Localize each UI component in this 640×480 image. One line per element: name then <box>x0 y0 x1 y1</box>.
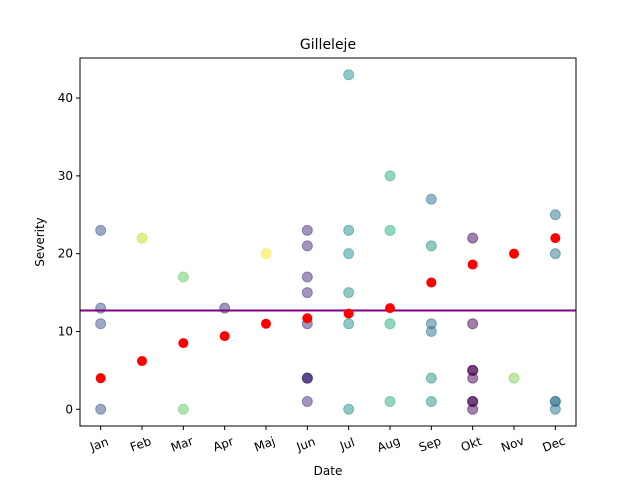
mean-point <box>509 248 519 259</box>
mean-point <box>219 331 230 342</box>
mean-point <box>261 318 271 329</box>
data-point <box>425 240 437 252</box>
x-tick-label: Apr <box>211 434 235 454</box>
y-tick-label: 40 <box>58 91 73 105</box>
data-point <box>219 302 231 314</box>
data-point <box>425 193 437 205</box>
x-tick-label: Sep <box>417 434 443 455</box>
data-point <box>343 69 355 81</box>
data-point <box>549 209 561 221</box>
data-point <box>95 403 107 415</box>
mean-point <box>550 233 561 244</box>
data-point <box>177 403 189 415</box>
x-axis-ticks: Jan Feb Mar Apr Maj Jun Jul Aug Sep Okt Nov Dec <box>87 426 567 455</box>
mean-point <box>137 356 147 367</box>
data-point <box>95 318 107 330</box>
means-layer <box>95 233 561 384</box>
mean-point <box>178 338 189 349</box>
data-point <box>425 395 437 407</box>
y-axis-ticks: 0 10 20 30 40 <box>58 91 80 416</box>
mean-point <box>385 303 395 314</box>
data-point <box>343 403 355 415</box>
mean-point <box>467 259 478 270</box>
data-point <box>384 170 396 182</box>
mean-point <box>95 373 106 384</box>
x-tick-label: Jan <box>87 434 110 454</box>
mean-point <box>426 277 437 288</box>
x-tick-label: Dec <box>541 434 568 455</box>
data-point <box>301 240 313 252</box>
chart-title: Gilleleje <box>300 37 356 53</box>
data-point <box>301 395 313 407</box>
data-point <box>549 403 561 415</box>
mean-point <box>343 308 354 319</box>
data-point <box>301 271 313 283</box>
data-point <box>467 232 479 244</box>
data-point <box>343 287 355 299</box>
y-tick-label: 10 <box>58 324 73 338</box>
data-point <box>136 232 148 244</box>
x-tick-label: Okt <box>459 434 484 454</box>
data-point <box>260 248 272 260</box>
data-point <box>467 372 479 384</box>
x-tick-label: Jul <box>337 435 356 453</box>
data-point <box>384 318 396 330</box>
y-tick-label: 30 <box>58 169 73 183</box>
data-point <box>343 248 355 260</box>
x-tick-label: Feb <box>128 434 153 454</box>
y-tick-label: 20 <box>58 247 73 261</box>
data-point <box>95 224 107 236</box>
y-axis-label: Severity <box>33 217 47 267</box>
data-point <box>425 372 437 384</box>
data-point <box>467 318 479 330</box>
x-tick-label: Mar <box>169 434 195 455</box>
data-point <box>384 395 396 407</box>
data-point <box>177 271 189 283</box>
data-point <box>301 287 313 299</box>
x-tick-label: Aug <box>375 434 402 455</box>
x-axis-label: Date <box>314 464 343 478</box>
data-point <box>384 224 396 236</box>
mean-point <box>302 313 313 324</box>
data-point <box>301 372 313 384</box>
data-point <box>467 403 479 415</box>
data-point <box>343 224 355 236</box>
x-tick-label: Nov <box>499 434 526 455</box>
data-point <box>95 302 107 314</box>
data-point <box>343 318 355 330</box>
points-layer <box>95 69 561 415</box>
x-tick-label: Jun <box>294 434 317 454</box>
data-point <box>425 325 437 337</box>
x-tick-label: Maj <box>252 434 277 454</box>
data-point <box>549 248 561 260</box>
y-tick-label: 0 <box>65 402 73 416</box>
plot-frame <box>79 57 577 427</box>
data-point <box>508 372 520 384</box>
data-point <box>301 224 313 236</box>
